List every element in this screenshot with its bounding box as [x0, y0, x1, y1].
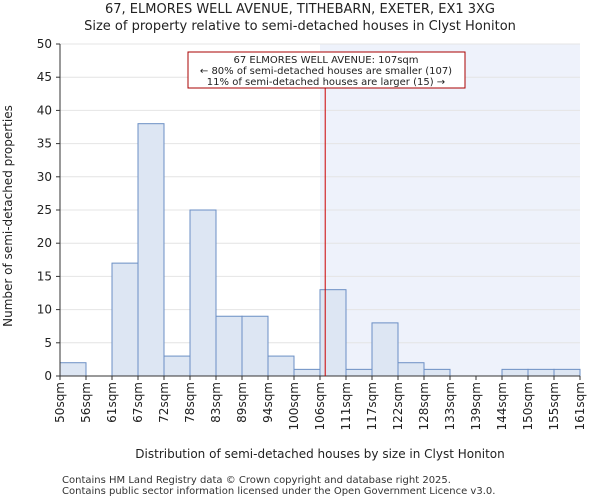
bar-89sqm: [241, 315, 269, 377]
y-tick-label: 25: [37, 203, 52, 217]
y-tick-label: 20: [37, 236, 52, 250]
y-tick-label: 0: [44, 369, 52, 383]
x-tick-label: 83sqm: [209, 382, 223, 423]
bar-111sqm: [345, 368, 373, 377]
bar-122sqm: [397, 362, 425, 377]
x-axis-label: Distribution of semi-detached houses by …: [135, 447, 504, 461]
x-tick-label: 122sqm: [391, 382, 405, 430]
x-tick-label: 128sqm: [417, 382, 431, 430]
x-tick-label: 139sqm: [469, 382, 483, 430]
x-tick-label: 117sqm: [365, 382, 379, 430]
annotation-line-3: 11% of semi-detached houses are larger (…: [207, 77, 445, 88]
chart-title: 67, ELMORES WELL AVENUE, TITHEBARN, EXET…: [104, 2, 495, 17]
x-tick-label: 144sqm: [495, 382, 509, 430]
x-tick-label: 78sqm: [183, 382, 197, 423]
bar-100sqm: [293, 368, 321, 377]
footer-copyright: Contains HM Land Registry data © Crown c…: [62, 475, 451, 486]
x-tick-label: 106sqm: [313, 382, 327, 430]
y-tick-label: 5: [44, 336, 52, 350]
x-tick-label: 89sqm: [235, 382, 249, 423]
bar-150sqm: [527, 368, 555, 377]
bar-155sqm: [553, 368, 581, 377]
x-tick-label: 161sqm: [573, 382, 587, 430]
y-tick-label: 30: [37, 170, 52, 184]
bar-128sqm: [423, 368, 451, 377]
y-tick-label: 50: [37, 37, 52, 51]
x-tick-label: 56sqm: [79, 382, 93, 423]
bar-83sqm: [215, 315, 243, 377]
bar-94sqm: [267, 355, 295, 377]
bar-72sqm: [163, 355, 191, 377]
y-tick-label: 15: [37, 269, 52, 283]
x-tick-label: 94sqm: [261, 382, 275, 423]
x-tick-label: 150sqm: [521, 382, 535, 430]
footer-licence: Contains public sector information licen…: [62, 486, 496, 497]
y-tick-label: 10: [37, 303, 52, 317]
bar-50sqm: [59, 362, 87, 377]
x-tick-label: 50sqm: [53, 382, 67, 423]
y-tick-label: 45: [37, 70, 52, 84]
y-tick-label: 35: [37, 137, 52, 151]
x-tick-label: 111sqm: [339, 382, 353, 430]
bar-67sqm: [137, 123, 165, 377]
bar-117sqm: [371, 322, 399, 377]
annotation-box: 67 ELMORES WELL AVENUE: 107sqm ← 80% of …: [187, 51, 466, 89]
x-tick-label: 155sqm: [547, 382, 561, 430]
x-tick-label: 67sqm: [131, 382, 145, 423]
annotation-line-2: ← 80% of semi-detached houses are smalle…: [200, 66, 452, 77]
x-tick-label: 61sqm: [105, 382, 119, 423]
bar-61sqm: [111, 262, 139, 377]
x-tick-label: 72sqm: [157, 382, 171, 423]
bar-144sqm: [501, 368, 529, 377]
annotation-line-1: 67 ELMORES WELL AVENUE: 107sqm: [233, 55, 418, 66]
bar-78sqm: [189, 209, 217, 377]
x-tick-label: 100sqm: [287, 382, 301, 430]
y-axis-label: Number of semi-detached properties: [1, 105, 15, 327]
chart-subtitle: Size of property relative to semi-detach…: [84, 19, 516, 34]
y-tick-label: 40: [37, 103, 52, 117]
x-tick-label: 133sqm: [443, 382, 457, 430]
bar-106sqm: [319, 289, 347, 377]
